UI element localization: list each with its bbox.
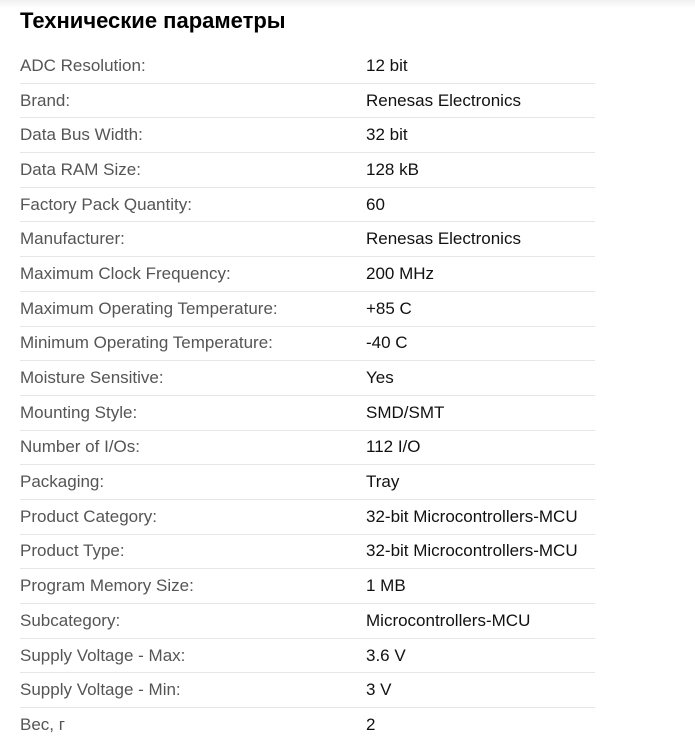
spec-value: 1 MB — [366, 568, 595, 604]
spec-row: Maximum Clock Frequency: 200 MHz — [20, 256, 595, 292]
spec-row: Data RAM Size: 128 kB — [20, 152, 595, 188]
spec-label: Product Type: — [20, 534, 366, 570]
spec-label: Maximum Clock Frequency: — [20, 256, 366, 292]
spec-label: Packaging: — [20, 464, 366, 500]
spec-row: Вес, г 2 — [20, 708, 595, 742]
spec-value: 60 — [366, 187, 595, 223]
spec-value: 32-bit Microcontrollers-MCU — [366, 534, 595, 570]
spec-row: Number of I/Os: 112 I/O — [20, 430, 595, 466]
spec-value: 32-bit Microcontrollers-MCU — [366, 499, 595, 535]
spec-row: Supply Voltage - Max: 3.6 V — [20, 638, 595, 674]
spec-value: 200 MHz — [366, 256, 595, 292]
spec-value: 3 V — [366, 672, 595, 709]
spec-value: Yes — [366, 360, 595, 396]
spec-row: ADC Resolution: 12 bit — [20, 49, 595, 84]
spec-row: Minimum Operating Temperature: -40 C — [20, 326, 595, 362]
spec-label: Factory Pack Quantity: — [20, 187, 366, 223]
spec-row: Product Type: 32-bit Microcontrollers-MCU — [20, 534, 595, 570]
spec-row: Maximum Operating Temperature: +85 C — [20, 291, 595, 327]
specs-table: ADC Resolution: 12 bit Brand: Renesas Elect… — [20, 49, 595, 742]
spec-value: Renesas Electronics — [366, 83, 595, 119]
spec-value: -40 C — [366, 326, 595, 362]
spec-row: Brand: Renesas Electronics — [20, 83, 595, 119]
spec-label: Mounting Style: — [20, 395, 366, 431]
spec-value: 128 kB — [366, 152, 595, 188]
spec-value: Microcontrollers-MCU — [366, 603, 595, 639]
spec-value: 2 — [366, 714, 376, 734]
section-title: Технические параметры — [20, 8, 286, 33]
top-shadow — [0, 0, 695, 8]
spec-row: Data Bus Width: 32 bit — [20, 117, 595, 154]
spec-label: Supply Voltage - Max: — [20, 638, 366, 674]
spec-label: Subcategory: — [20, 603, 366, 639]
spec-row: Subcategory: Microcontrollers-MCU — [20, 603, 595, 639]
spec-label: Data Bus Width: — [20, 117, 366, 154]
spec-label: Supply Voltage - Min: — [20, 672, 366, 709]
spec-row: Mounting Style: SMD/SMT — [20, 395, 595, 431]
spec-label: Program Memory Size: — [20, 568, 366, 604]
spec-value: 112 I/O — [366, 430, 595, 466]
spec-label: Moisture Sensitive: — [20, 360, 366, 396]
spec-value: 3.6 V — [366, 638, 595, 674]
spec-value: +85 C — [366, 291, 595, 327]
spec-row: Program Memory Size: 1 MB — [20, 568, 595, 604]
spec-label: Data RAM Size: — [20, 152, 366, 188]
spec-row: Supply Voltage - Min: 3 V — [20, 672, 595, 709]
spec-value: 32 bit — [366, 117, 595, 154]
spec-row: Moisture Sensitive: Yes — [20, 360, 595, 396]
spec-row: Manufacturer: Renesas Electronics — [20, 221, 595, 258]
spec-row: Factory Pack Quantity: 60 — [20, 187, 595, 223]
spec-label: Number of I/Os: — [20, 430, 366, 466]
spec-label: Brand: — [20, 83, 366, 119]
spec-label: Product Category: — [20, 499, 366, 535]
spec-label: ADC Resolution: — [20, 49, 366, 84]
spec-value: Tray — [366, 464, 595, 500]
spec-label: Вес, г — [20, 714, 65, 734]
spec-value: Renesas Electronics — [366, 221, 595, 258]
spec-row: Packaging: Tray — [20, 464, 595, 500]
spec-label: Maximum Operating Temperature: — [20, 291, 366, 327]
spec-row: Product Category: 32-bit Microcontrollers… — [20, 499, 595, 535]
spec-value: SMD/SMT — [366, 395, 595, 431]
spec-value: 12 bit — [366, 49, 595, 84]
spec-label: Minimum Operating Temperature: — [20, 326, 366, 362]
spec-label: Manufacturer: — [20, 221, 366, 258]
